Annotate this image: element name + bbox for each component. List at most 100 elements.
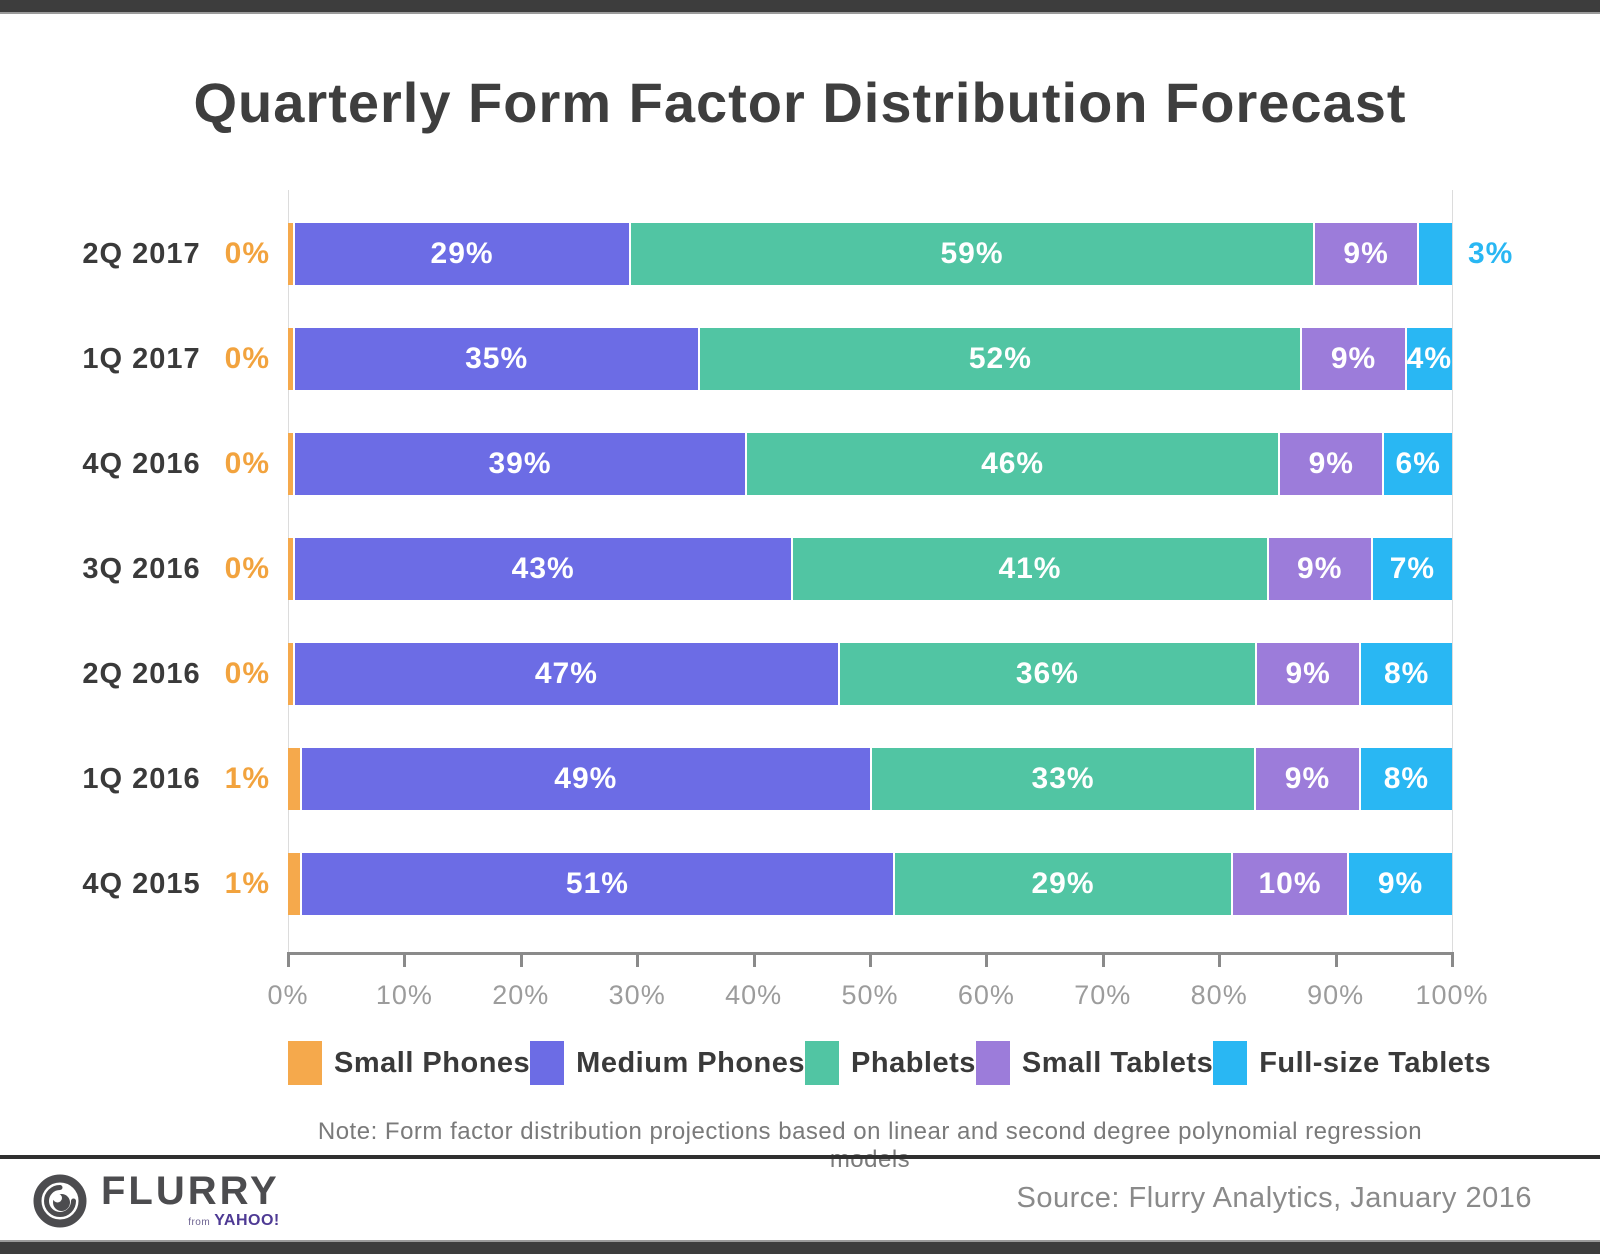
footnote: Note: Form factor distribution projectio… <box>317 1118 1423 1173</box>
bar-segment-full-size-tablets[interactable]: 7% <box>1370 538 1452 600</box>
bar-row: 1Q 2017 0% 35% 52% 9% 4% <box>0 328 1600 390</box>
segment-value-label: 47% <box>534 657 598 690</box>
axis-tick-label: 70% <box>1074 980 1132 1010</box>
bar-segment-small-phones[interactable] <box>288 748 300 810</box>
segment-value-label: 33% <box>1031 762 1095 795</box>
segment-value-label: 9% <box>1377 867 1424 900</box>
axis-tick-mark <box>1451 952 1454 967</box>
small-phones-value-label: 0% <box>224 342 270 375</box>
row-category-label: 1Q 2017 <box>82 342 201 375</box>
bar-track: 47% 36% 9% 8% <box>288 643 1452 705</box>
row-labels: 3Q 2016 0% <box>0 538 270 600</box>
axis-tick-label: 0% <box>267 980 309 1010</box>
bar-segment-small-phones[interactable] <box>288 538 293 600</box>
legend-item-phablets[interactable]: Phablets <box>805 1041 976 1085</box>
yahoo-wordmark: YAHOO! <box>214 1212 280 1229</box>
legend-swatch <box>530 1041 565 1085</box>
segment-value-label: 41% <box>998 552 1062 585</box>
bar-track: 29% 59% 9% 3% <box>288 223 1512 285</box>
bar-segment-medium-phones[interactable]: 49% <box>299 748 870 810</box>
bar-segment-phablets[interactable]: 41% <box>791 538 1267 600</box>
axis-tick-mark <box>403 952 407 967</box>
bar-segment-small-tablets[interactable]: 10% <box>1230 853 1348 915</box>
bar-segment-small-phones[interactable] <box>288 853 300 915</box>
bar-segment-small-tablets[interactable]: 9% <box>1278 433 1383 495</box>
bar-segment-phablets[interactable]: 59% <box>629 223 1313 285</box>
bar-segment-medium-phones[interactable]: 47% <box>293 643 838 705</box>
row-category-label: 3Q 2016 <box>82 552 201 585</box>
segment-value-label: 35% <box>465 342 529 375</box>
segment-value-label: 9% <box>1330 342 1377 375</box>
bar-segment-medium-phones[interactable]: 43% <box>293 538 792 600</box>
bar-segment-full-size-tablets[interactable]: 8% <box>1359 643 1452 705</box>
legend-item-medium-phones[interactable]: Medium Phones <box>530 1041 805 1085</box>
small-phones-value-label: 1% <box>224 867 270 900</box>
segment-value-label: 9% <box>1284 762 1331 795</box>
bar-segment-full-size-tablets[interactable]: 9% <box>1347 853 1452 915</box>
segment-value-label: 49% <box>554 762 618 795</box>
bar-segment-small-tablets[interactable]: 9% <box>1266 538 1371 600</box>
chart-title: Quarterly Form Factor Distribution Forec… <box>193 71 1407 134</box>
row-labels: 2Q 2017 0% <box>0 223 270 285</box>
source-attribution: Source: Flurry Analytics, January 2016 <box>1016 1182 1532 1214</box>
bar-segment-full-size-tablets[interactable]: 8% <box>1358 748 1452 810</box>
bar-segment-phablets[interactable]: 46% <box>745 433 1279 495</box>
bar-segment-medium-phones[interactable]: 29% <box>293 223 630 285</box>
bar-segment-small-phones[interactable] <box>288 223 293 285</box>
segment-value-label: 46% <box>981 447 1045 480</box>
flurry-wordmark: FLURRY <box>101 1169 280 1213</box>
segment-value-label: 9% <box>1285 657 1331 690</box>
row-labels: 4Q 2015 1% <box>0 853 270 915</box>
bar-segment-small-tablets[interactable]: 9% <box>1254 643 1360 705</box>
legend-swatch <box>1213 1041 1248 1085</box>
legend-item-small-tablets[interactable]: Small Tablets <box>975 1041 1213 1085</box>
bar-segment-phablets[interactable]: 36% <box>837 643 1255 705</box>
bar-segment-full-size-tablets[interactable]: 3% <box>1417 223 1512 285</box>
bar-segment-small-tablets[interactable]: 9% <box>1300 328 1405 390</box>
axis-tick-mark <box>519 952 523 967</box>
axis-tick-mark <box>287 952 290 967</box>
bar-segment-phablets[interactable]: 52% <box>698 328 1301 390</box>
bar-segment-medium-phones[interactable]: 35% <box>293 328 699 390</box>
axis-tick-label: 50% <box>841 980 899 1010</box>
legend-swatch <box>805 1041 840 1085</box>
flurry-logo[interactable]: FLURRY from YAHOO! <box>33 1170 280 1232</box>
legend-item-full-size-tablets[interactable]: Full-size Tablets <box>1213 1041 1491 1085</box>
axis-tick-label: 100% <box>1415 980 1489 1010</box>
from-yahoo-label: from YAHOO! <box>188 1212 280 1232</box>
row-category-label: 4Q 2015 <box>82 867 201 900</box>
row-labels: 1Q 2016 1% <box>0 748 270 810</box>
row-category-label: 1Q 2016 <box>82 762 201 795</box>
segment-value-label: 4% <box>1406 342 1452 375</box>
bar-row: 1Q 2016 1% 49% 33% 9% 8% <box>0 748 1600 810</box>
small-phones-value-label: 1% <box>224 762 270 795</box>
small-phones-value-label: 0% <box>224 657 270 690</box>
bar-segment-small-phones[interactable] <box>288 328 293 390</box>
bar-segment-small-phones[interactable] <box>288 433 293 495</box>
bar-row: 2Q 2016 0% 47% 36% 9% 8% <box>0 643 1600 705</box>
bar-segment-medium-phones[interactable]: 51% <box>299 853 894 915</box>
segment-value-label: 9% <box>1297 552 1343 585</box>
bar-row: 2Q 2017 0% 29% 59% 9% 3% <box>0 223 1600 285</box>
bar-segment-small-tablets[interactable]: 9% <box>1312 223 1418 285</box>
bar-segment-phablets[interactable]: 33% <box>869 748 1255 810</box>
bar-segment-full-size-tablets[interactable]: 6% <box>1382 433 1452 495</box>
axis-tick-label: 10% <box>375 980 433 1010</box>
legend-item-small-phones[interactable]: Small Phones <box>288 1041 530 1085</box>
segment-value-label: 8% <box>1383 657 1430 690</box>
axis-tick-label: 60% <box>957 980 1015 1010</box>
bar-segment-small-phones[interactable] <box>288 643 293 705</box>
bar-track: 51% 29% 10% 9% <box>288 853 1452 915</box>
bar-segment-full-size-tablets[interactable]: 4% <box>1404 328 1452 390</box>
bar-track: 43% 41% 9% 7% <box>288 538 1452 600</box>
legend-label: Full-size Tablets <box>1259 1046 1492 1079</box>
axis-tick-mark <box>1218 952 1222 967</box>
bar-segment-small-tablets[interactable]: 9% <box>1254 748 1359 810</box>
bar-track: 35% 52% 9% 4% <box>288 328 1452 390</box>
bar-track: 39% 46% 9% 6% <box>288 433 1452 495</box>
gridline-100pct <box>1452 190 1453 953</box>
bar-segment-phablets[interactable]: 29% <box>893 853 1231 915</box>
row-category-label: 4Q 2016 <box>82 447 201 480</box>
bar-segment-medium-phones[interactable]: 39% <box>293 433 746 495</box>
